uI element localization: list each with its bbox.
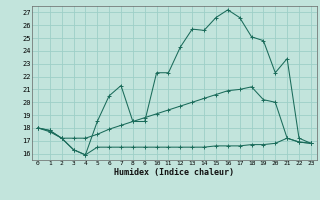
X-axis label: Humidex (Indice chaleur): Humidex (Indice chaleur) — [115, 168, 234, 177]
